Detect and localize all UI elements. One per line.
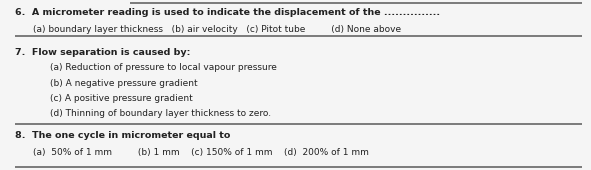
Text: (d) Thinning of boundary layer thickness to zero.: (d) Thinning of boundary layer thickness… xyxy=(50,109,271,118)
Text: 7.  Flow separation is caused by:: 7. Flow separation is caused by: xyxy=(15,48,190,57)
Text: (c) A positive pressure gradient: (c) A positive pressure gradient xyxy=(50,94,193,103)
Text: (b) A negative pressure gradient: (b) A negative pressure gradient xyxy=(50,79,198,88)
Text: (a) Reduction of pressure to local vapour pressure: (a) Reduction of pressure to local vapou… xyxy=(50,63,277,72)
Text: 8.  The one cycle in micrometer equal to: 8. The one cycle in micrometer equal to xyxy=(15,131,230,140)
Text: (a) boundary layer thickness   (b) air velocity   (c) Pitot tube         (d) Non: (a) boundary layer thickness (b) air vel… xyxy=(33,25,401,34)
Text: (a)  50% of 1 mm         (b) 1 mm    (c) 150% of 1 mm    (d)  200% of 1 mm: (a) 50% of 1 mm (b) 1 mm (c) 150% of 1 m… xyxy=(33,148,368,157)
Text: 6.  A micrometer reading is used to indicate the displacement of the ...........: 6. A micrometer reading is used to indic… xyxy=(15,8,440,17)
